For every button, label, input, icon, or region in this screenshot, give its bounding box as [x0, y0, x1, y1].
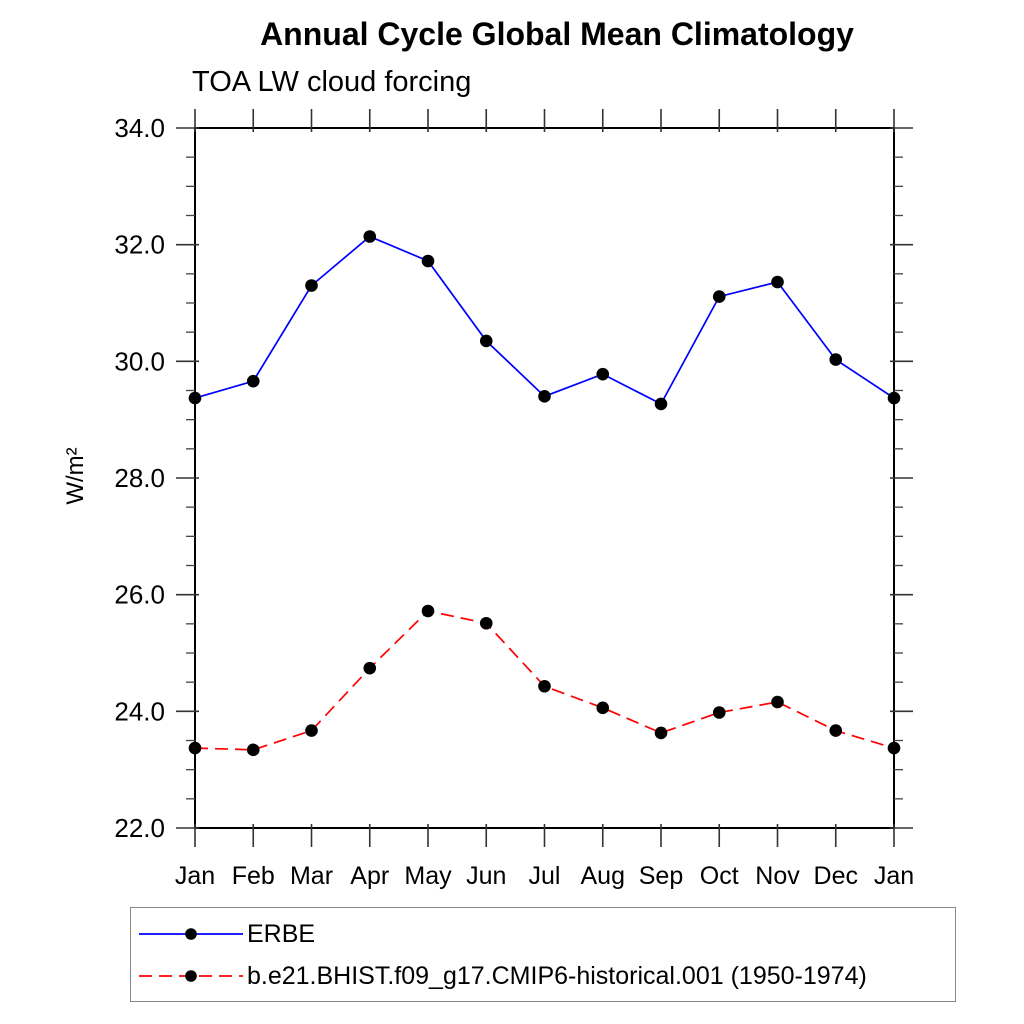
data-point: [712, 706, 726, 719]
x-tick-label: Oct: [700, 862, 739, 890]
x-tick-label: Mar: [290, 862, 333, 890]
legend-item: b.e21.BHIST.f09_g17.CMIP6-historical.001…: [131, 955, 955, 997]
data-point: [305, 724, 318, 737]
y-tick-label: 26.0: [114, 580, 165, 610]
series-line-0: [194, 235, 895, 406]
data-point: [246, 743, 260, 757]
data-point: [246, 374, 260, 388]
data-point: [305, 279, 318, 292]
data-point: [363, 661, 377, 675]
legend-line-icon: [139, 928, 243, 940]
chart-title: Annual Cycle Global Mean Climatology: [260, 16, 854, 52]
y-tick-label: 32.0: [114, 230, 165, 260]
x-tick-label: Jul: [529, 862, 561, 890]
data-point: [363, 230, 377, 243]
y-tick-label: 34.0: [114, 113, 165, 143]
x-tick-label: May: [404, 862, 452, 890]
data-point: [771, 695, 784, 709]
data-point: [421, 254, 435, 268]
data-point: [654, 397, 668, 411]
data-point: [479, 334, 493, 348]
x-tick-label: Jun: [466, 862, 506, 890]
data-point: [421, 604, 435, 618]
x-tick-label: Jan: [874, 862, 914, 890]
y-tick-label: 28.0: [114, 463, 165, 493]
legend-label: b.e21.BHIST.f09_g17.CMIP6-historical.001…: [247, 961, 867, 990]
data-point: [479, 616, 493, 630]
x-tick-label: Jan: [175, 862, 215, 890]
data-point: [654, 726, 668, 740]
data-point: [596, 701, 610, 715]
x-tick-label: Dec: [814, 862, 858, 890]
legend-item: ERBE: [131, 913, 955, 955]
x-tick-label: Sep: [639, 862, 683, 890]
legend-label: ERBE: [247, 919, 316, 948]
x-tick-label: Aug: [581, 862, 625, 890]
data-point: [887, 741, 901, 755]
data-point: [712, 290, 726, 303]
data-point: [829, 724, 843, 737]
chart-subtitle: TOA LW cloud forcing: [192, 66, 472, 98]
y-tick-label: 24.0: [114, 696, 165, 726]
plot-frame: [194, 127, 895, 829]
x-tick-label: Apr: [350, 862, 389, 890]
data-point: [188, 391, 202, 405]
data-point: [829, 353, 843, 366]
x-tick-label: Nov: [755, 862, 800, 890]
x-tick-label: Feb: [232, 862, 275, 890]
data-point: [538, 390, 551, 403]
data-point: [887, 391, 901, 405]
data-point: [771, 275, 784, 289]
data-point: [188, 741, 202, 755]
data-point: [538, 679, 551, 693]
data-point: [596, 367, 610, 381]
y-tick-label: 22.0: [114, 813, 165, 843]
legend: ERBE b.e21.BHIST.f09_g17.CMIP6-historical…: [130, 907, 956, 1002]
legend-line-icon: [139, 970, 243, 982]
y-tick-label: 30.0: [114, 346, 165, 376]
